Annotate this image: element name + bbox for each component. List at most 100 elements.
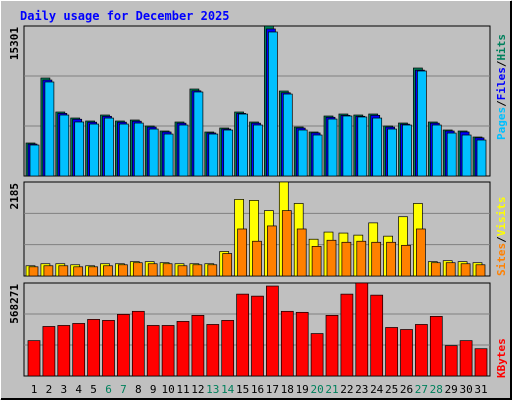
bar [103,265,113,277]
legend-separator: / [495,236,508,243]
x-tick-label: 26 [400,383,413,396]
bar [193,91,204,177]
bar [372,117,383,177]
bar [460,263,471,277]
x-tick-label: 6 [105,383,112,396]
bar [355,282,369,377]
bar [177,265,188,277]
bar [312,134,323,177]
x-tick-label: 19 [296,383,309,396]
bar [311,246,322,277]
bar [310,333,324,377]
bar [342,115,353,177]
bar [401,244,411,277]
bar [386,241,396,277]
bar [163,133,174,177]
bar [73,266,84,277]
bar [474,348,488,377]
x-tick-label: 11 [176,383,189,396]
bar [280,310,294,377]
bar [297,129,308,177]
bar [357,116,368,177]
bar [102,320,115,377]
bar [146,325,160,377]
legend-separator: / [495,60,508,67]
bar [236,293,249,377]
bar [341,241,352,277]
legend-separator: / [495,100,508,107]
bar [326,239,337,277]
bar [430,262,441,277]
x-tick-label: 15 [236,383,249,396]
bar [417,70,427,177]
x-tick-label: 23 [355,383,368,396]
bar [162,263,173,277]
x-tick-label: 2 [46,383,53,396]
bar [221,320,235,377]
bar [117,313,130,377]
x-tick-label: 25 [385,383,398,396]
x-tick-label: 24 [370,383,384,396]
bar [385,327,398,377]
bar [147,263,158,277]
x-tick-label: 10 [161,383,174,396]
bar [42,326,56,377]
bar [327,118,338,177]
bar [370,294,384,377]
x-tick-label: 28 [430,383,443,396]
bar [104,117,114,177]
legend-entry: Pages [495,107,508,140]
bar [207,264,218,277]
bar [461,134,472,177]
bar [476,139,487,177]
legend: KBytes [495,338,508,378]
x-tick-label: 20 [310,383,323,396]
x-tick-label: 31 [474,383,487,396]
bar [176,321,190,377]
bar [133,122,144,177]
legend-entry: Sites [495,243,508,276]
bar [29,144,40,177]
bar [119,123,129,177]
bar [429,316,443,377]
x-tick-label: 9 [150,383,157,396]
bar [446,132,457,177]
bar [44,81,55,177]
bar [88,266,98,277]
x-tick-label: 5 [90,383,97,396]
bar [266,285,279,377]
bar [43,265,54,277]
bar [459,340,473,377]
bar [223,129,234,177]
bar [132,262,143,277]
bar [371,241,382,277]
x-tick-label: 22 [340,383,353,396]
bar [238,113,248,177]
x-tick-label: 7 [120,383,127,396]
chart-title: Daily usage for December 2025 [20,9,230,23]
bar [28,266,39,277]
legend-entry: KBytes [495,338,508,378]
legend: Pages/Files/Hits [495,34,508,140]
x-tick-label: 29 [445,383,458,396]
x-tick-label: 4 [75,383,82,396]
bar [387,128,397,177]
bar [281,210,292,277]
bar [295,311,309,377]
bar [416,228,426,277]
legend-entry: Hits [495,34,508,61]
x-tick-label: 17 [266,383,279,396]
x-tick-label: 21 [325,383,338,396]
bar [161,325,175,377]
y-tick-label: 15301 [8,27,21,60]
bar [475,264,486,277]
bar [191,314,205,377]
bar [118,264,128,277]
bar [282,93,293,177]
bar [445,262,456,277]
bar [402,124,412,177]
bar [252,240,262,277]
x-tick-label: 13 [206,383,219,396]
